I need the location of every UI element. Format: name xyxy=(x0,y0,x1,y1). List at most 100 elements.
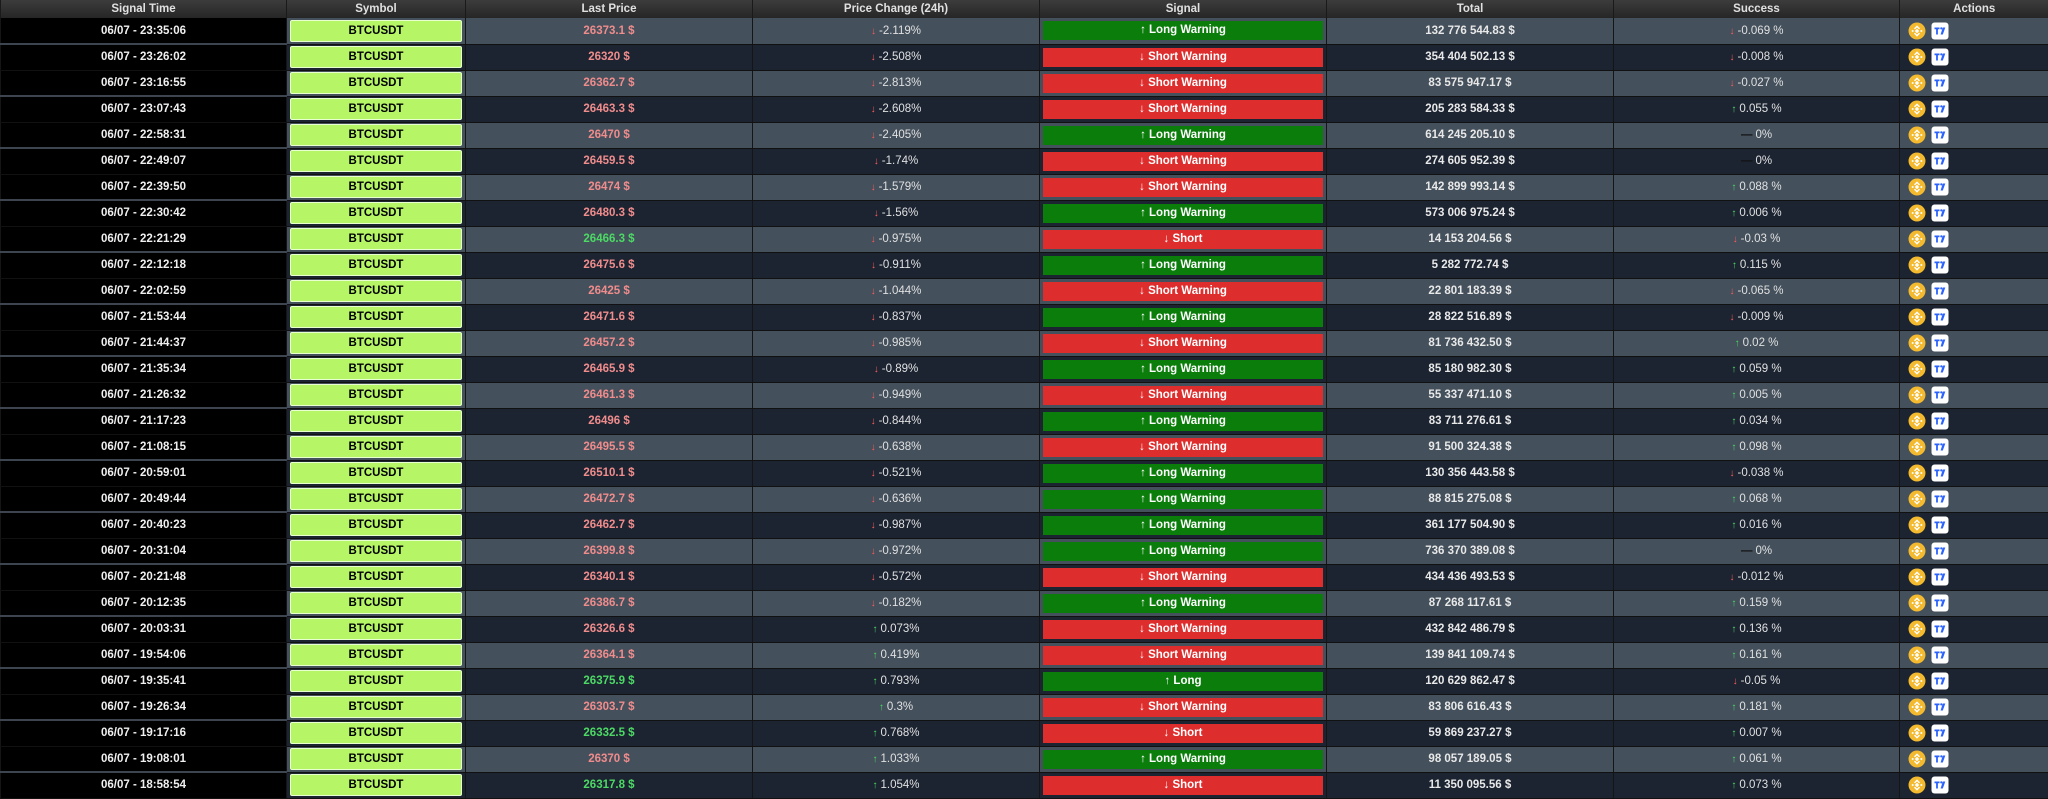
tradingview-icon[interactable] xyxy=(1931,620,1949,638)
symbol-button[interactable]: BTCUSDT xyxy=(290,98,462,120)
binance-icon[interactable] xyxy=(1908,334,1926,352)
tradingview-icon[interactable] xyxy=(1931,672,1949,690)
tradingview-icon[interactable] xyxy=(1931,48,1949,66)
binance-icon[interactable] xyxy=(1908,646,1926,664)
tradingview-icon[interactable] xyxy=(1931,568,1949,586)
tradingview-icon[interactable] xyxy=(1931,282,1949,300)
binance-icon[interactable] xyxy=(1908,620,1926,638)
binance-icon[interactable] xyxy=(1908,698,1926,716)
binance-icon[interactable] xyxy=(1908,126,1926,144)
tradingview-icon[interactable] xyxy=(1931,22,1949,40)
symbol-button[interactable]: BTCUSDT xyxy=(290,748,462,770)
symbol-button[interactable]: BTCUSDT xyxy=(290,306,462,328)
tradingview-icon[interactable] xyxy=(1931,360,1949,378)
symbol-button[interactable]: BTCUSDT xyxy=(290,20,462,42)
tradingview-icon[interactable] xyxy=(1931,646,1949,664)
tradingview-icon[interactable] xyxy=(1931,698,1949,716)
symbol-button[interactable]: BTCUSDT xyxy=(290,488,462,510)
tradingview-icon[interactable] xyxy=(1931,100,1949,118)
symbol-button[interactable]: BTCUSDT xyxy=(290,540,462,562)
binance-icon[interactable] xyxy=(1908,750,1926,768)
tradingview-icon[interactable] xyxy=(1931,204,1949,222)
binance-icon[interactable] xyxy=(1908,178,1926,196)
tradingview-icon[interactable] xyxy=(1931,334,1949,352)
binance-icon[interactable] xyxy=(1908,490,1926,508)
tradingview-icon[interactable] xyxy=(1931,308,1949,326)
binance-icon[interactable] xyxy=(1908,568,1926,586)
symbol-button[interactable]: BTCUSDT xyxy=(290,462,462,484)
binance-icon[interactable] xyxy=(1908,308,1926,326)
symbol-button[interactable]: BTCUSDT xyxy=(290,228,462,250)
col-symbol[interactable]: Symbol xyxy=(287,0,466,18)
tradingview-icon[interactable] xyxy=(1931,594,1949,612)
binance-icon[interactable] xyxy=(1908,464,1926,482)
binance-icon[interactable] xyxy=(1908,438,1926,456)
binance-icon[interactable] xyxy=(1908,412,1926,430)
binance-icon[interactable] xyxy=(1908,74,1926,92)
binance-icon[interactable] xyxy=(1908,22,1926,40)
symbol-button[interactable]: BTCUSDT xyxy=(290,436,462,458)
col-success[interactable]: Success xyxy=(1614,0,1900,18)
binance-icon[interactable] xyxy=(1908,776,1926,794)
symbol-button[interactable]: BTCUSDT xyxy=(290,332,462,354)
symbol-button[interactable]: BTCUSDT xyxy=(290,254,462,276)
symbol-button[interactable]: BTCUSDT xyxy=(290,592,462,614)
tradingview-icon[interactable] xyxy=(1931,464,1949,482)
symbol-button[interactable]: BTCUSDT xyxy=(290,670,462,692)
binance-icon[interactable] xyxy=(1908,594,1926,612)
symbol-button[interactable]: BTCUSDT xyxy=(290,514,462,536)
col-price-change[interactable]: Price Change (24h) xyxy=(753,0,1040,18)
tradingview-icon[interactable] xyxy=(1931,776,1949,794)
tradingview-icon[interactable] xyxy=(1931,412,1949,430)
binance-icon[interactable] xyxy=(1908,724,1926,742)
tradingview-icon[interactable] xyxy=(1931,126,1949,144)
symbol-button[interactable]: BTCUSDT xyxy=(290,566,462,588)
tradingview-icon[interactable] xyxy=(1931,724,1949,742)
tradingview-icon[interactable] xyxy=(1931,490,1949,508)
symbol-button[interactable]: BTCUSDT xyxy=(290,774,462,796)
symbol-button[interactable]: BTCUSDT xyxy=(290,150,462,172)
binance-icon[interactable] xyxy=(1908,230,1926,248)
symbol-button[interactable]: BTCUSDT xyxy=(290,384,462,406)
tradingview-icon[interactable] xyxy=(1931,74,1949,92)
symbol-button[interactable]: BTCUSDT xyxy=(290,202,462,224)
binance-icon[interactable] xyxy=(1908,100,1926,118)
col-signal[interactable]: Signal xyxy=(1040,0,1327,18)
tradingview-icon[interactable] xyxy=(1931,516,1949,534)
tradingview-icon[interactable] xyxy=(1931,542,1949,560)
tradingview-icon[interactable] xyxy=(1931,230,1949,248)
tradingview-icon[interactable] xyxy=(1931,256,1949,274)
symbol-button[interactable]: BTCUSDT xyxy=(290,176,462,198)
binance-icon[interactable] xyxy=(1908,386,1926,404)
symbol-button[interactable]: BTCUSDT xyxy=(290,280,462,302)
symbol-button[interactable]: BTCUSDT xyxy=(290,644,462,666)
binance-icon[interactable] xyxy=(1908,360,1926,378)
symbol-button[interactable]: BTCUSDT xyxy=(290,618,462,640)
binance-icon[interactable] xyxy=(1908,282,1926,300)
symbol-button[interactable]: BTCUSDT xyxy=(290,696,462,718)
symbol-button[interactable]: BTCUSDT xyxy=(290,410,462,432)
col-last-price[interactable]: Last Price xyxy=(466,0,753,18)
binance-icon[interactable] xyxy=(1908,152,1926,170)
